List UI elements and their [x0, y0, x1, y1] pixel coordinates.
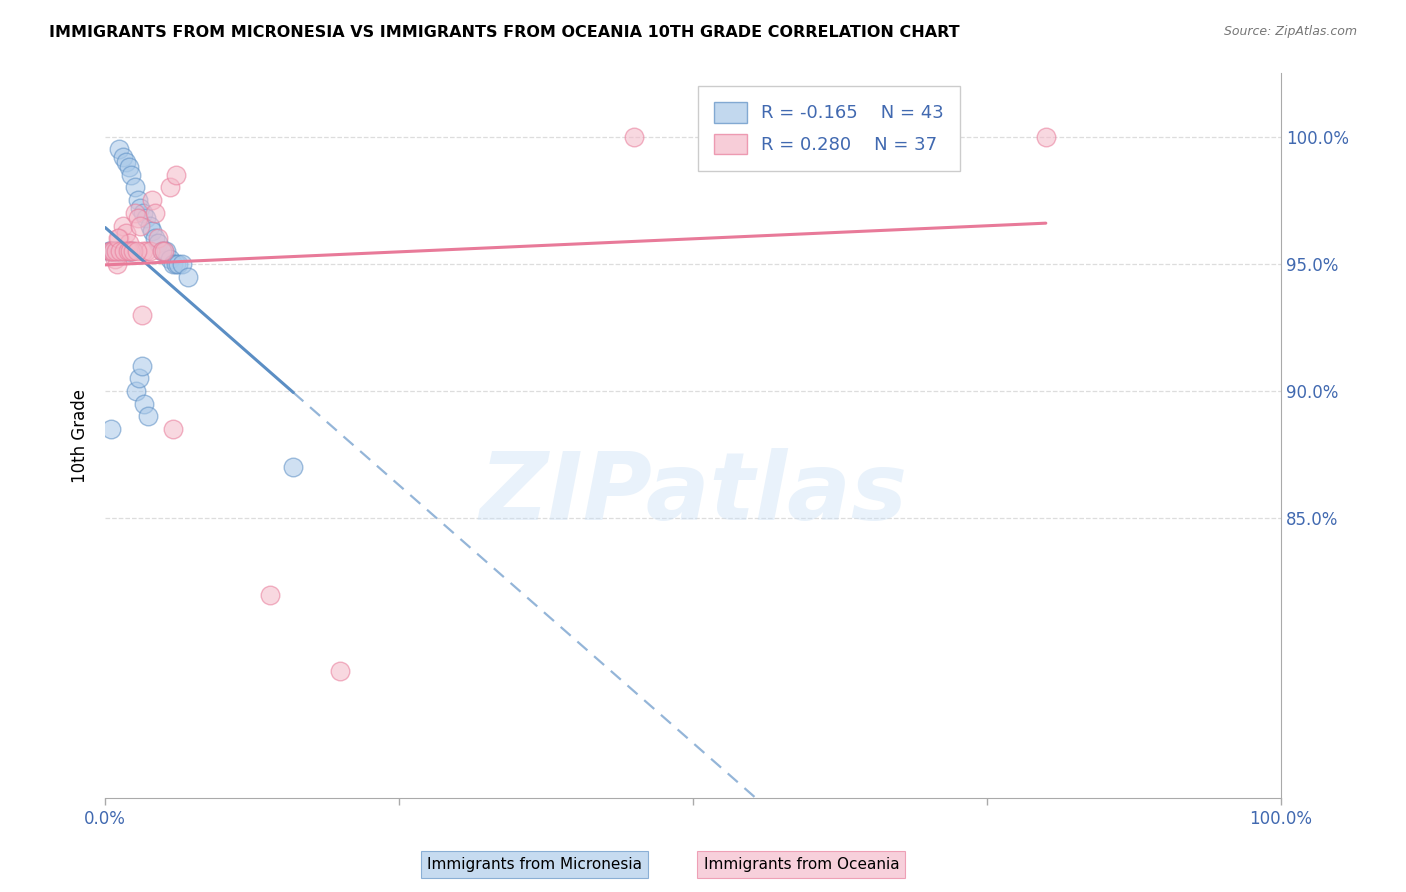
Point: [104, 244, 127, 258]
Point: [118, 244, 141, 258]
Point: [98, 244, 121, 258]
Point: [111, 219, 134, 233]
Point: [143, 231, 166, 245]
Point: [121, 244, 143, 258]
Point: [139, 244, 162, 258]
Point: [103, 244, 125, 258]
Point: [150, 244, 173, 258]
Text: Immigrants from Micronesia: Immigrants from Micronesia: [427, 857, 641, 872]
Point: [129, 219, 152, 233]
Point: [283, 460, 305, 475]
Point: [105, 257, 128, 271]
Text: IMMIGRANTS FROM MICRONESIA VS IMMIGRANTS FROM OCEANIA 10TH GRADE CORRELATION CHA: IMMIGRANTS FROM MICRONESIA VS IMMIGRANTS…: [49, 25, 960, 40]
Point: [139, 219, 162, 233]
Point: [136, 409, 159, 424]
Point: [141, 224, 163, 238]
Point: [159, 252, 181, 266]
Point: [1035, 129, 1057, 144]
Point: [111, 244, 134, 258]
Point: [104, 252, 127, 266]
Point: [125, 244, 148, 258]
Point: [100, 422, 122, 436]
Point: [110, 244, 132, 258]
Point: [146, 236, 169, 251]
Point: [97, 244, 120, 258]
Point: [125, 384, 148, 398]
Point: [146, 231, 169, 245]
Point: [104, 244, 127, 258]
Point: [117, 244, 139, 258]
Point: [128, 371, 150, 385]
Point: [124, 180, 146, 194]
Point: [132, 244, 155, 258]
Point: [98, 244, 121, 258]
Point: [108, 142, 131, 156]
Point: [162, 422, 184, 436]
Point: [131, 308, 153, 322]
Point: [132, 397, 155, 411]
Point: [115, 227, 138, 241]
Point: [165, 257, 187, 271]
Point: [127, 211, 149, 225]
Point: [112, 244, 135, 258]
Point: [159, 180, 181, 194]
Text: Immigrants from Oceania: Immigrants from Oceania: [703, 857, 900, 872]
Point: [120, 168, 142, 182]
Point: [117, 244, 139, 258]
Point: [132, 206, 155, 220]
Point: [150, 244, 173, 258]
Point: [135, 211, 157, 225]
Point: [176, 269, 198, 284]
Point: [118, 160, 141, 174]
Point: [167, 257, 190, 271]
Point: [107, 244, 129, 258]
Legend: R = -0.165    N = 43, R = 0.280    N = 37: R = -0.165 N = 43, R = 0.280 N = 37: [699, 86, 960, 170]
Point: [105, 244, 128, 258]
Point: [329, 664, 352, 678]
Point: [155, 244, 177, 258]
Point: [153, 244, 176, 258]
Text: Source: ZipAtlas.com: Source: ZipAtlas.com: [1223, 25, 1357, 38]
Point: [120, 244, 142, 258]
Point: [127, 193, 149, 207]
Point: [118, 236, 141, 251]
Point: [135, 244, 157, 258]
Point: [170, 257, 193, 271]
Point: [115, 155, 138, 169]
Point: [131, 359, 153, 373]
Point: [108, 231, 131, 245]
Point: [111, 150, 134, 164]
Point: [165, 168, 187, 182]
Text: ZIPatlas: ZIPatlas: [479, 448, 907, 540]
Y-axis label: 10th Grade: 10th Grade: [72, 389, 89, 483]
Point: [259, 588, 281, 602]
Point: [153, 244, 176, 258]
Point: [112, 244, 135, 258]
Point: [141, 193, 163, 207]
Point: [124, 206, 146, 220]
Point: [118, 244, 141, 258]
Point: [122, 244, 145, 258]
Point: [101, 244, 124, 258]
Point: [162, 257, 184, 271]
Point: [129, 201, 152, 215]
Point: [623, 129, 645, 144]
Point: [114, 244, 136, 258]
Point: [107, 231, 129, 245]
Point: [100, 244, 122, 258]
Point: [143, 206, 166, 220]
Point: [110, 244, 132, 258]
